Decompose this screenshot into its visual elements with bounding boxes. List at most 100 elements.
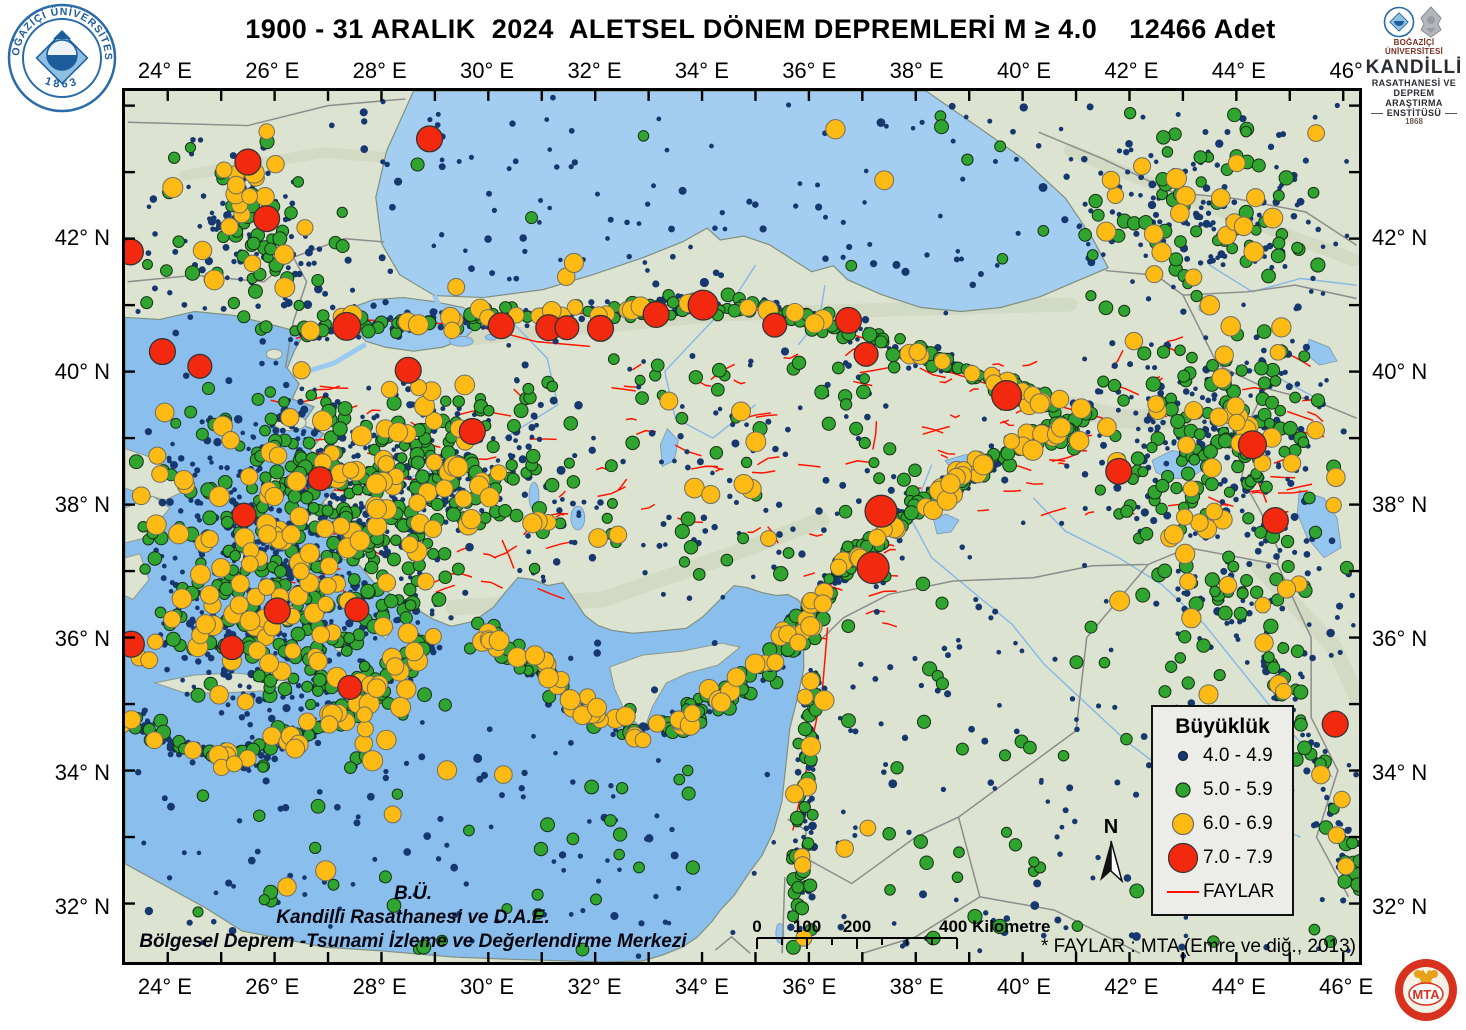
quake-dot-m7	[231, 502, 257, 528]
kandilli-subline-3: ENSTİTÜSÜ	[1364, 108, 1464, 118]
quake-dot-m7	[125, 630, 145, 658]
legend-item: 6.0 - 6.9	[1153, 807, 1292, 841]
quake-dot-m7	[864, 494, 898, 528]
lon-label-top: 40° E	[996, 58, 1052, 83]
lon-label-top: 44° E	[1211, 58, 1266, 83]
quake-dot-m7	[1105, 457, 1133, 485]
lat-label-right: 32° N	[1372, 894, 1428, 920]
legend-magnitude-circle-icon	[1163, 773, 1203, 807]
scale-bar: 0 100 200 400 Kilometre	[752, 917, 1082, 958]
quake-dot-m7	[834, 306, 863, 334]
quake-dot-m7	[991, 379, 1023, 412]
lat-label-left: 32° N	[54, 894, 110, 920]
legend-item: FAYLAR	[1153, 875, 1292, 909]
north-arrow: N	[1094, 816, 1128, 888]
lon-label-bottom: 30° E	[460, 974, 515, 999]
lon-label-top: 46°	[1329, 58, 1363, 83]
legend-item-label: FAYLAR	[1203, 881, 1275, 902]
mta-seal-icon: MTA	[1395, 959, 1457, 1021]
quake-dot-m7	[586, 314, 615, 342]
bogazici-mini-logo-icon	[1383, 6, 1415, 38]
lon-label-bottom: 26° E	[245, 974, 300, 999]
legend-magnitude-circle-icon	[1163, 841, 1203, 875]
legend-magnitude-circle-icon	[1163, 807, 1203, 841]
lon-label-top: 36° E	[782, 58, 837, 83]
quake-dot-m7	[642, 300, 670, 329]
lat-label-right: 34° N	[1372, 760, 1428, 786]
lon-label-bottom: 46° E	[1319, 974, 1374, 999]
kandilli-year: 1868	[1405, 117, 1423, 127]
kandilli-university-line: BOĞAZİÇİ ÜNİVERSİTESİ	[1385, 38, 1443, 56]
quake-dot-m7	[853, 341, 879, 367]
quake-dot-m7	[856, 551, 890, 585]
kandilli-name: KANDİLLİ	[1365, 56, 1463, 78]
quake-dot-m7	[234, 148, 262, 176]
svg-text:200: 200	[843, 918, 871, 936]
lon-label-top: 30° E	[460, 58, 515, 83]
quake-dot-m7	[415, 125, 444, 153]
graticule-ticks	[125, 91, 1359, 962]
quake-dot-m7	[148, 338, 177, 366]
kandilli-subline-1: RASATHANESİ VE	[1371, 78, 1457, 89]
lat-label-left: 40° N	[54, 358, 110, 384]
quake-dot-m7	[1261, 506, 1289, 535]
quake-dot-m7	[219, 635, 245, 661]
quake-dot-m7	[307, 466, 333, 492]
credits-line-3: Bölgesel Deprem -Tsunami İzleme ve Değer…	[139, 931, 687, 952]
north-arrow-icon	[1100, 840, 1124, 884]
kandilli-header-block: BOĞAZİÇİ ÜNİVERSİTESİ KANDİLLİ RASATHANE…	[1364, 6, 1464, 127]
lon-label-bottom: 34° E	[674, 974, 729, 999]
quake-dot-m7	[263, 597, 291, 625]
lat-label-left: 42° N	[54, 224, 110, 250]
kandilli-subline-2: DEPREM ARAŞTIRMA	[1385, 88, 1443, 109]
legend-item-label: 5.0 - 5.9	[1203, 779, 1273, 800]
quake-dot-m7	[487, 312, 515, 340]
lon-label-bottom: 38° E	[889, 974, 944, 999]
lat-label-right: 36° N	[1372, 626, 1428, 652]
mta-logo: MTA	[1392, 956, 1460, 1029]
lon-label-top: 32° E	[567, 58, 622, 83]
quake-dot-m7	[344, 597, 370, 623]
quake-dot-m7	[1237, 430, 1267, 460]
legend-item: 7.0 - 7.9	[1153, 841, 1292, 875]
quake-dot-m7	[554, 315, 580, 341]
lon-label-bottom: 40° E	[996, 974, 1052, 999]
legend-item: 5.0 - 5.9	[1153, 773, 1292, 807]
lat-label-right: 42° N	[1372, 224, 1428, 250]
lat-label-left: 38° N	[54, 492, 110, 518]
lat-label-left: 36° N	[54, 626, 110, 652]
quake-dots-m7	[125, 125, 1349, 738]
lon-label-bottom: 28° E	[352, 974, 407, 999]
fault-source-note: * FAYLAR : MTA (Emre ve diğ., 2013)	[1040, 936, 1356, 957]
legend-item-label: 4.0 - 4.9	[1203, 745, 1273, 766]
quake-dot-m7	[687, 289, 719, 321]
mta-text: MTA	[1412, 987, 1440, 1002]
scale-bar-graphic: 0 100 200 400 Kilometre	[752, 917, 1051, 949]
quake-dot-m7	[253, 205, 281, 233]
kandilli-crest-icon	[1420, 6, 1442, 38]
svg-text:0: 0	[752, 918, 761, 936]
legend-title: Büyüklük	[1175, 715, 1270, 738]
quake-dot-m7	[762, 312, 788, 338]
lon-label-bottom: 32° E	[567, 974, 622, 999]
legend-item-label: 7.0 - 7.9	[1203, 847, 1273, 868]
bogazici-university-logo: BOĞAZİÇİ ÜNİVERSİTESİ 1863	[2, 0, 118, 119]
lat-label-left: 34° N	[54, 760, 110, 786]
scale-end-label: 400 Kilometre	[939, 918, 1051, 936]
legend-magnitude-circle-icon	[1163, 739, 1203, 773]
quake-dot-m7	[394, 356, 422, 384]
lat-label-right: 40° N	[1372, 358, 1428, 384]
lon-label-top: 26° E	[245, 58, 300, 83]
credits-block: B.Ü. Kandilli Rasathanesi ve D.A.E. Bölg…	[123, 882, 703, 954]
quake-dot-m7	[187, 353, 213, 379]
lon-label-bottom: 44° E	[1211, 974, 1266, 999]
page-title: 1900 - 31 ARALIK 2024 ALETSEL DÖNEM DEPR…	[245, 14, 1276, 44]
bogazici-seal-icon: BOĞAZİÇİ ÜNİVERSİTESİ 1863	[2, 0, 117, 113]
quake-dot-m7	[332, 311, 362, 341]
lon-label-top: 34° E	[674, 58, 729, 83]
credits-line-2: Kandilli Rasathanesi ve D.A.E.	[276, 907, 550, 928]
magnitude-legend: Büyüklük 4.0 - 4.9 5.0 - 5.9 6.0 - 6.9 7.0 …	[1151, 705, 1294, 916]
lon-label-top: 28° E	[352, 58, 407, 83]
credits-line-1: B.Ü.	[394, 883, 432, 904]
